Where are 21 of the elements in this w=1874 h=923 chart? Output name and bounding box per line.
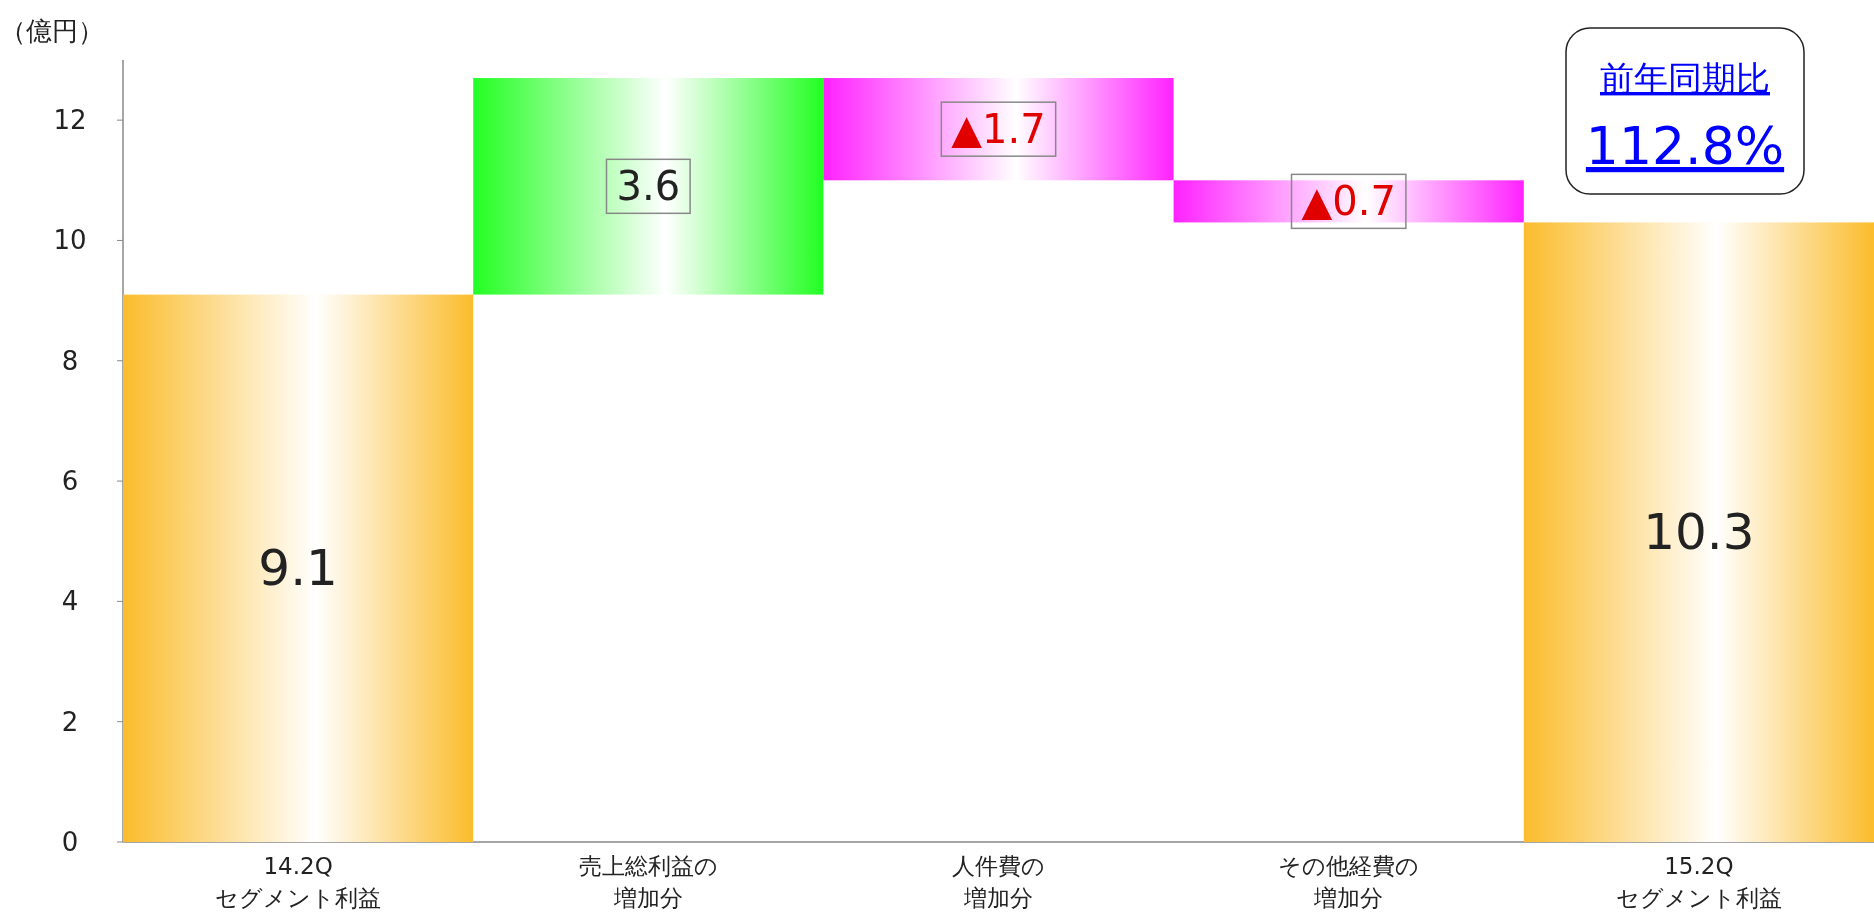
annotation: 前年同期比 [1600, 58, 1770, 98]
x-tick-label: 15.2Q セグメント利益 [1615, 853, 1782, 911]
x-tick-label: 売上総利益の増加分 [578, 853, 718, 911]
data-label: ▲0.7 [1301, 178, 1396, 225]
data-label: 3.6 [616, 163, 681, 210]
y-tick-label: 8 [61, 345, 79, 376]
y-tick-label: 12 [53, 105, 87, 136]
x-tick-label: その他経費の増加分 [1278, 853, 1420, 911]
annotation: 前年同期比 112.8% [1565, 27, 1805, 195]
y-axis-title: （億円） [0, 16, 104, 46]
y-tick-label: 0 [61, 827, 79, 857]
annotation: 112.8% [1585, 116, 1785, 176]
x-tick-label: 14.2Q セグメント利益 [215, 853, 382, 911]
y-tick-label: 6 [61, 466, 79, 497]
x-tick-label: 人件費の増加分 [952, 853, 1045, 911]
data-label: 9.1 [258, 539, 338, 598]
data-label: 10.3 [1643, 503, 1755, 562]
y-tick-label: 4 [61, 586, 79, 617]
data-label: ▲1.7 [951, 106, 1046, 153]
y-tick-label: 10 [53, 225, 87, 256]
y-tick-label: 2 [61, 706, 79, 737]
